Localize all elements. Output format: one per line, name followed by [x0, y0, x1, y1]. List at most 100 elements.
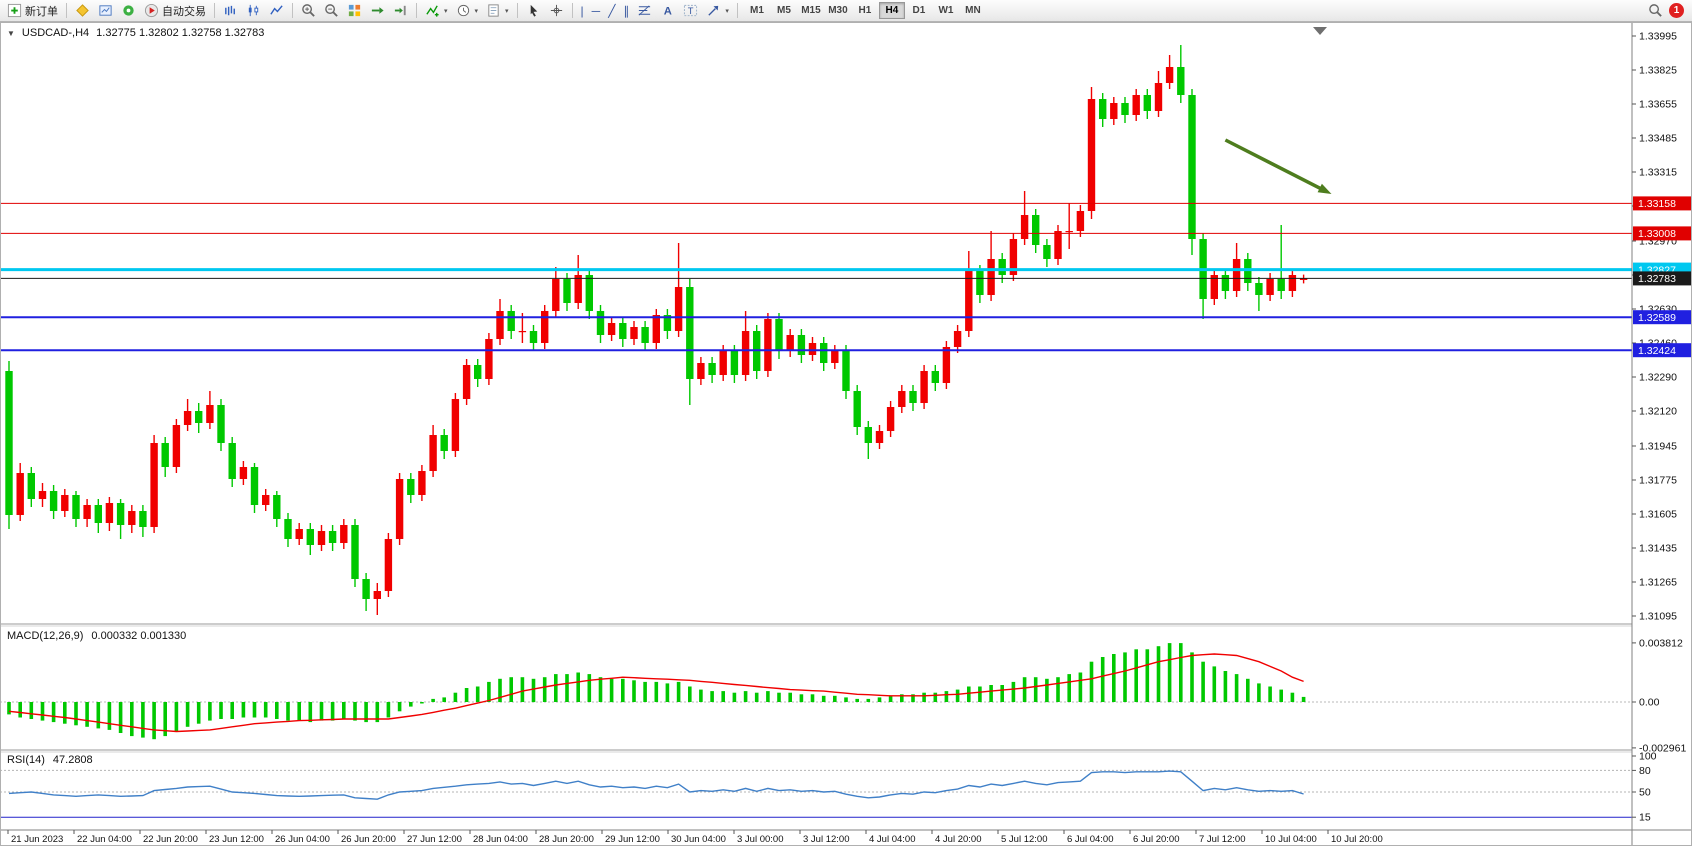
bar-chart-button[interactable] [219, 1, 242, 20]
svg-text:28 Jun 20:00: 28 Jun 20:00 [539, 834, 594, 845]
auto-scroll-button[interactable] [366, 1, 389, 20]
timeframe-H1[interactable]: H1 [852, 2, 878, 19]
svg-text:1.31265: 1.31265 [1639, 577, 1677, 589]
svg-text:22 Jun 04:00: 22 Jun 04:00 [77, 834, 132, 845]
svg-text:1.33315: 1.33315 [1639, 167, 1677, 179]
one-click-trading-toggle[interactable]: ▼ [7, 28, 15, 38]
svg-text:3 Jul 00:00: 3 Jul 00:00 [737, 834, 783, 845]
toolbar-separator [516, 3, 518, 18]
toolbar: 新订单 自动交易 ▾ ▾ [0, 0, 1692, 22]
crosshair-button[interactable] [545, 1, 568, 20]
svg-text:26 Jun 20:00: 26 Jun 20:00 [341, 834, 396, 845]
svg-text:3 Jul 12:00: 3 Jul 12:00 [803, 834, 849, 845]
trend-arrow-annotation[interactable] [1224, 138, 1332, 194]
fibonacci-button[interactable] [633, 1, 656, 20]
timeframe-M15[interactable]: M15 [798, 2, 824, 19]
candlestick-button[interactable] [242, 1, 265, 20]
svg-text:29 Jun 12:00: 29 Jun 12:00 [605, 834, 660, 845]
vertical-line-icon: | [580, 3, 584, 18]
text-tool-button[interactable]: A [656, 1, 679, 20]
rsi-name: RSI(14) [7, 754, 45, 766]
periods-button[interactable]: ▾ [452, 1, 483, 20]
svg-text:7 Jul 12:00: 7 Jul 12:00 [1199, 834, 1245, 845]
svg-text:1.31095: 1.31095 [1639, 611, 1677, 623]
market-watch-button[interactable] [94, 1, 117, 20]
svg-text:1.31435: 1.31435 [1639, 543, 1677, 555]
tile-windows-button[interactable] [343, 1, 366, 20]
line-chart-button[interactable] [265, 1, 288, 20]
template-icon [488, 4, 499, 17]
indicators-button[interactable]: ▾ [421, 1, 452, 20]
trend-line-button[interactable]: ╱ [604, 1, 619, 20]
timeframe-M1[interactable]: M1 [744, 2, 770, 19]
vertical-line-button[interactable]: | [577, 1, 588, 20]
svg-text:28 Jun 04:00: 28 Jun 04:00 [473, 834, 528, 845]
toolbar-separator [292, 3, 293, 18]
chart-shift-icon [394, 5, 406, 16]
timeframe-M5[interactable]: M5 [771, 2, 797, 19]
svg-text:26 Jun 04:00: 26 Jun 04:00 [275, 834, 330, 845]
templates-button[interactable]: ▾ [482, 1, 513, 20]
toolbar-separator [214, 3, 215, 18]
metaeditor-button[interactable] [71, 1, 94, 20]
macd-values: 0.000332 0.001330 [91, 630, 187, 642]
rsi-indicator-label: RSI(14) 47.2808 [7, 754, 93, 766]
chart-shift-marker[interactable] [1313, 27, 1327, 35]
zoom-out-button[interactable] [320, 1, 343, 20]
auto-scroll-icon [371, 7, 384, 14]
svg-text:T: T [688, 6, 694, 16]
chevron-down-icon: ▾ [444, 7, 448, 15]
svg-text:1.31945: 1.31945 [1639, 441, 1677, 453]
strategy-tester-icon [123, 5, 134, 16]
horizontal-line-button[interactable]: ─ [588, 1, 605, 20]
svg-text:5 Jul 12:00: 5 Jul 12:00 [1001, 834, 1047, 845]
price-badge-1.32783: 1.32783 [1633, 271, 1691, 286]
search-button[interactable] [1644, 1, 1667, 20]
channel-icon: ∥ [623, 3, 630, 18]
zoom-in-button[interactable] [297, 1, 320, 20]
svg-text:10 Jul 04:00: 10 Jul 04:00 [1265, 834, 1317, 845]
svg-text:0.003812: 0.003812 [1639, 637, 1683, 649]
notification-badge[interactable]: 1 [1669, 3, 1684, 18]
macd-axis[interactable]: 0.003812 0.00 -0.002961 [1632, 637, 1686, 754]
macd-name: MACD(12,26,9) [7, 630, 84, 642]
svg-text:1.33995: 1.33995 [1639, 31, 1677, 43]
candlestick-series [5, 45, 1308, 615]
bar-chart-icon [225, 5, 235, 16]
toolbar-separator [416, 3, 417, 18]
rsi-axis[interactable]: 100 80 50 15 [1632, 751, 1657, 824]
new-order-button[interactable]: 新订单 [3, 1, 62, 20]
svg-text:4 Jul 04:00: 4 Jul 04:00 [869, 834, 915, 845]
chart-shift-button[interactable] [389, 1, 412, 20]
channel-button[interactable]: ∥ [619, 1, 633, 20]
chevron-down-icon: ▾ [725, 7, 729, 15]
svg-text:A: A [664, 5, 672, 17]
svg-text:1.32424: 1.32424 [1638, 345, 1676, 357]
timeframe-W1[interactable]: W1 [933, 2, 959, 19]
time-axis[interactable]: 21 Jun 2023 22 Jun 04:00 22 Jun 20:00 23 Ju… [7, 830, 1383, 845]
svg-text:1.32783: 1.32783 [1638, 273, 1676, 285]
svg-text:1.33008: 1.33008 [1638, 228, 1676, 240]
rsi-line [8, 770, 1304, 800]
svg-text:80: 80 [1639, 765, 1651, 777]
cursor-button[interactable] [522, 1, 545, 20]
svg-text:1.33485: 1.33485 [1639, 133, 1677, 145]
autotrading-button[interactable]: 自动交易 [140, 1, 210, 20]
arrows-tool-button[interactable]: ▾ [702, 1, 733, 20]
svg-text:22 Jun 20:00: 22 Jun 20:00 [143, 834, 198, 845]
svg-text:4 Jul 20:00: 4 Jul 20:00 [935, 834, 981, 845]
autotrading-icon [144, 3, 159, 18]
chart-ohlc-values: 1.32775 1.32802 1.32758 1.32783 [96, 27, 265, 39]
strategy-tester-button[interactable] [117, 1, 140, 20]
timeframe-MN[interactable]: MN [960, 2, 986, 19]
timeframe-M30[interactable]: M30 [825, 2, 851, 19]
new-order-label: 新订单 [25, 5, 58, 18]
svg-text:6 Jul 04:00: 6 Jul 04:00 [1067, 834, 1113, 845]
svg-text:0.00: 0.00 [1639, 697, 1660, 709]
timeframe-H4[interactable]: H4 [878, 2, 905, 19]
timeframe-D1[interactable]: D1 [906, 2, 932, 19]
svg-text:23 Jun 12:00: 23 Jun 12:00 [209, 834, 264, 845]
price-badge-1.32424: 1.32424 [1633, 343, 1691, 358]
text-label-button[interactable]: T [679, 1, 702, 20]
